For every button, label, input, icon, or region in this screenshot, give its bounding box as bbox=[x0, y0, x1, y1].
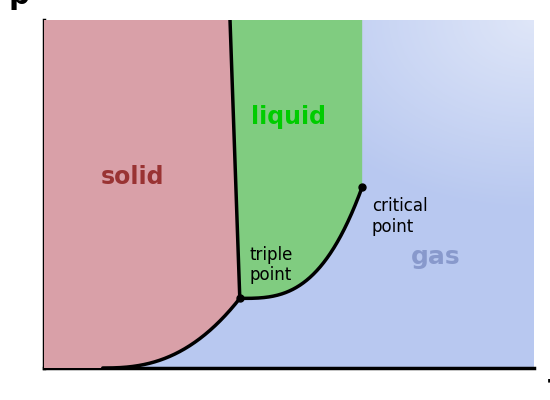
Text: triple
point: triple point bbox=[250, 246, 293, 284]
Text: liquid: liquid bbox=[251, 106, 326, 130]
Text: T: T bbox=[548, 378, 550, 400]
Text: solid: solid bbox=[100, 165, 164, 189]
Text: critical
point: critical point bbox=[372, 198, 427, 236]
Text: p: p bbox=[8, 0, 29, 10]
Polygon shape bbox=[230, 20, 362, 298]
Polygon shape bbox=[44, 20, 240, 368]
Polygon shape bbox=[44, 20, 534, 368]
Text: gas: gas bbox=[411, 245, 460, 269]
